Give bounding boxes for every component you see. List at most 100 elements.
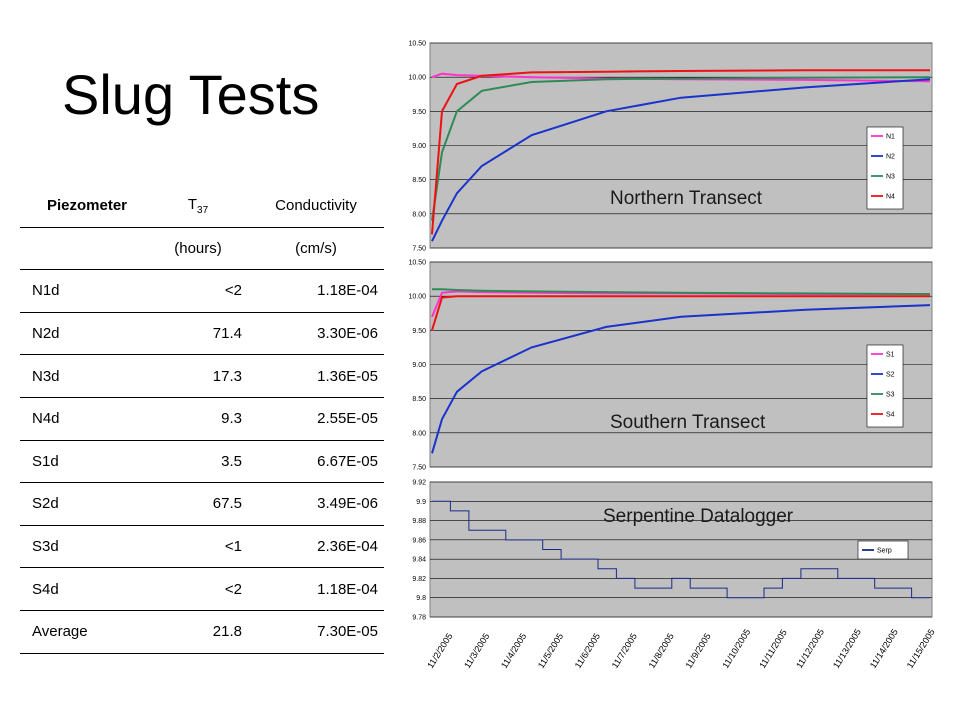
series-line-N2 [431,78,931,242]
x-tick-label: 11/14/2005 [868,627,900,670]
y-tick-label: 7.50 [412,465,426,472]
table-cell: 1.18E-04 [248,567,384,611]
x-tick-label: 11/3/2005 [462,631,491,670]
x-tick-label: 11/13/2005 [831,627,863,670]
y-tick-label: 9.78 [412,615,426,622]
series-line-Serp [432,500,930,599]
table-cell: 3.5 [148,440,248,484]
table-cell: 3.30E-06 [248,312,384,356]
x-tick-label: 11/7/2005 [610,631,639,670]
y-tick-label: 9.50 [412,328,426,335]
x-tick-label: 11/2/2005 [425,631,454,670]
table-units-row: (hours) (cm/s) [20,227,384,271]
series-line-S2 [431,304,931,454]
table-cell: Average [20,610,148,654]
y-tick-label: 9.00 [412,362,426,369]
table-cell: S2d [20,482,148,526]
series-line-S4 [431,295,930,331]
table-row: S3d <1 2.36E-04 [20,525,384,569]
x-tick-label: 11/9/2005 [683,631,712,670]
legend-label: N1 [886,134,895,141]
series-line-N4 [431,69,930,235]
series-line-S3 [432,288,931,296]
table-row: N3d 17.3 1.36E-05 [20,354,384,398]
x-tick-label: 11/10/2005 [720,627,752,670]
table-cell: <2 [148,567,248,611]
table-cell: 3.49E-06 [248,482,384,526]
chart-panel-1: 10.50 10.00 9.50 9.00 8.50 8.00 7.50 N1 N2 N3 N4 No… [408,41,933,253]
table-cell: N3d [20,354,148,398]
y-tick-label: 10.50 [408,41,426,48]
chart-annotation: Southern Transect [610,412,766,433]
legend-label: N3 [886,174,895,181]
table-cell: 6.67E-05 [248,440,384,484]
x-tick-label: 11/12/2005 [794,627,826,670]
chart-panel-2: 10.50 10.00 9.50 9.00 8.50 8.00 7.50 S1 S2 S3 S4 So… [408,260,933,472]
y-tick-label: 7.50 [412,246,426,253]
x-tick-label: 11/6/2005 [573,631,602,670]
x-tick-label: 11/8/2005 [647,631,676,670]
y-tick-label: 9.50 [412,109,426,116]
table-row: N4d 9.3 2.55E-05 [20,397,384,441]
table-cell: 1.36E-05 [248,354,384,398]
y-tick-label: 8.50 [412,396,426,403]
table-row: S4d <2 1.18E-04 [20,567,384,611]
table-row: S2d 67.5 3.49E-06 [20,482,384,526]
table-row: N2d 71.4 3.30E-06 [20,312,384,356]
table-cell: 17.3 [148,354,248,398]
y-tick-label: 9.92 [412,480,426,487]
series-line-N3 [431,76,931,221]
table-cell: S4d [20,567,148,611]
legend-label: N2 [886,154,895,161]
slide-title: Slug Tests [62,63,320,126]
table-row: S1d 3.5 6.67E-05 [20,440,384,484]
x-tick-label: 11/5/2005 [536,631,565,670]
y-tick-label: 8.50 [412,177,426,184]
chart-panel-3: 9.92 9.9 9.88 9.86 9.84 9.82 9.8 9.78 Serp Serpen… [412,480,936,671]
table-cell: S1d [20,440,148,484]
legend-box [857,540,909,560]
header-piezometer: Piezometer [20,185,148,228]
y-tick-label: 9.00 [412,143,426,150]
table-cell: 9.3 [148,397,248,441]
y-tick-label: 9.88 [412,518,426,525]
table-row: N1d <2 1.18E-04 [20,269,384,313]
table-cell: <2 [148,269,248,313]
table-cell: S3d [20,525,148,569]
y-tick-label: 10.00 [408,294,426,301]
header-conductivity: Conductivity [248,185,384,228]
y-tick-label: 10.50 [408,260,426,267]
plot-area [429,481,933,618]
y-tick-label: 9.84 [412,557,426,564]
table-cell: N2d [20,312,148,356]
table-cell: N1d [20,269,148,313]
table-cell: N4d [20,397,148,441]
y-tick-label: 8.00 [412,430,426,437]
legend-label: S1 [886,352,895,359]
chart-annotation: Northern Transect [610,188,763,209]
x-tick-label: 11/4/2005 [499,631,528,670]
table-cell: 2.55E-05 [248,397,384,441]
units-cell [20,227,148,271]
legend-label: N4 [886,194,895,201]
legend-label: S4 [886,412,895,419]
table-cell: 21.8 [148,610,248,654]
legend-label: S3 [886,392,895,399]
slug-test-table: Piezometer T37 Conductivity (hours) (cm/… [20,185,384,654]
y-tick-label: 8.00 [412,211,426,218]
units-cell: (hours) [148,227,248,271]
legend-label: S2 [886,372,895,379]
y-tick-label: 9.82 [412,576,426,583]
table-cell: 67.5 [148,482,248,526]
chart-annotation: Serpentine Datalogger [603,506,794,527]
table-cell: 1.18E-04 [248,269,384,313]
table-cell: 71.4 [148,312,248,356]
y-tick-label: 10.00 [408,75,426,82]
series-line-N1 [431,72,931,83]
y-tick-label: 9.9 [416,499,426,506]
y-tick-label: 9.8 [416,595,426,602]
x-tick-label: 11/11/2005 [757,628,789,670]
table-row: Average 21.8 7.30E-05 [20,610,384,654]
table-cell: <1 [148,525,248,569]
